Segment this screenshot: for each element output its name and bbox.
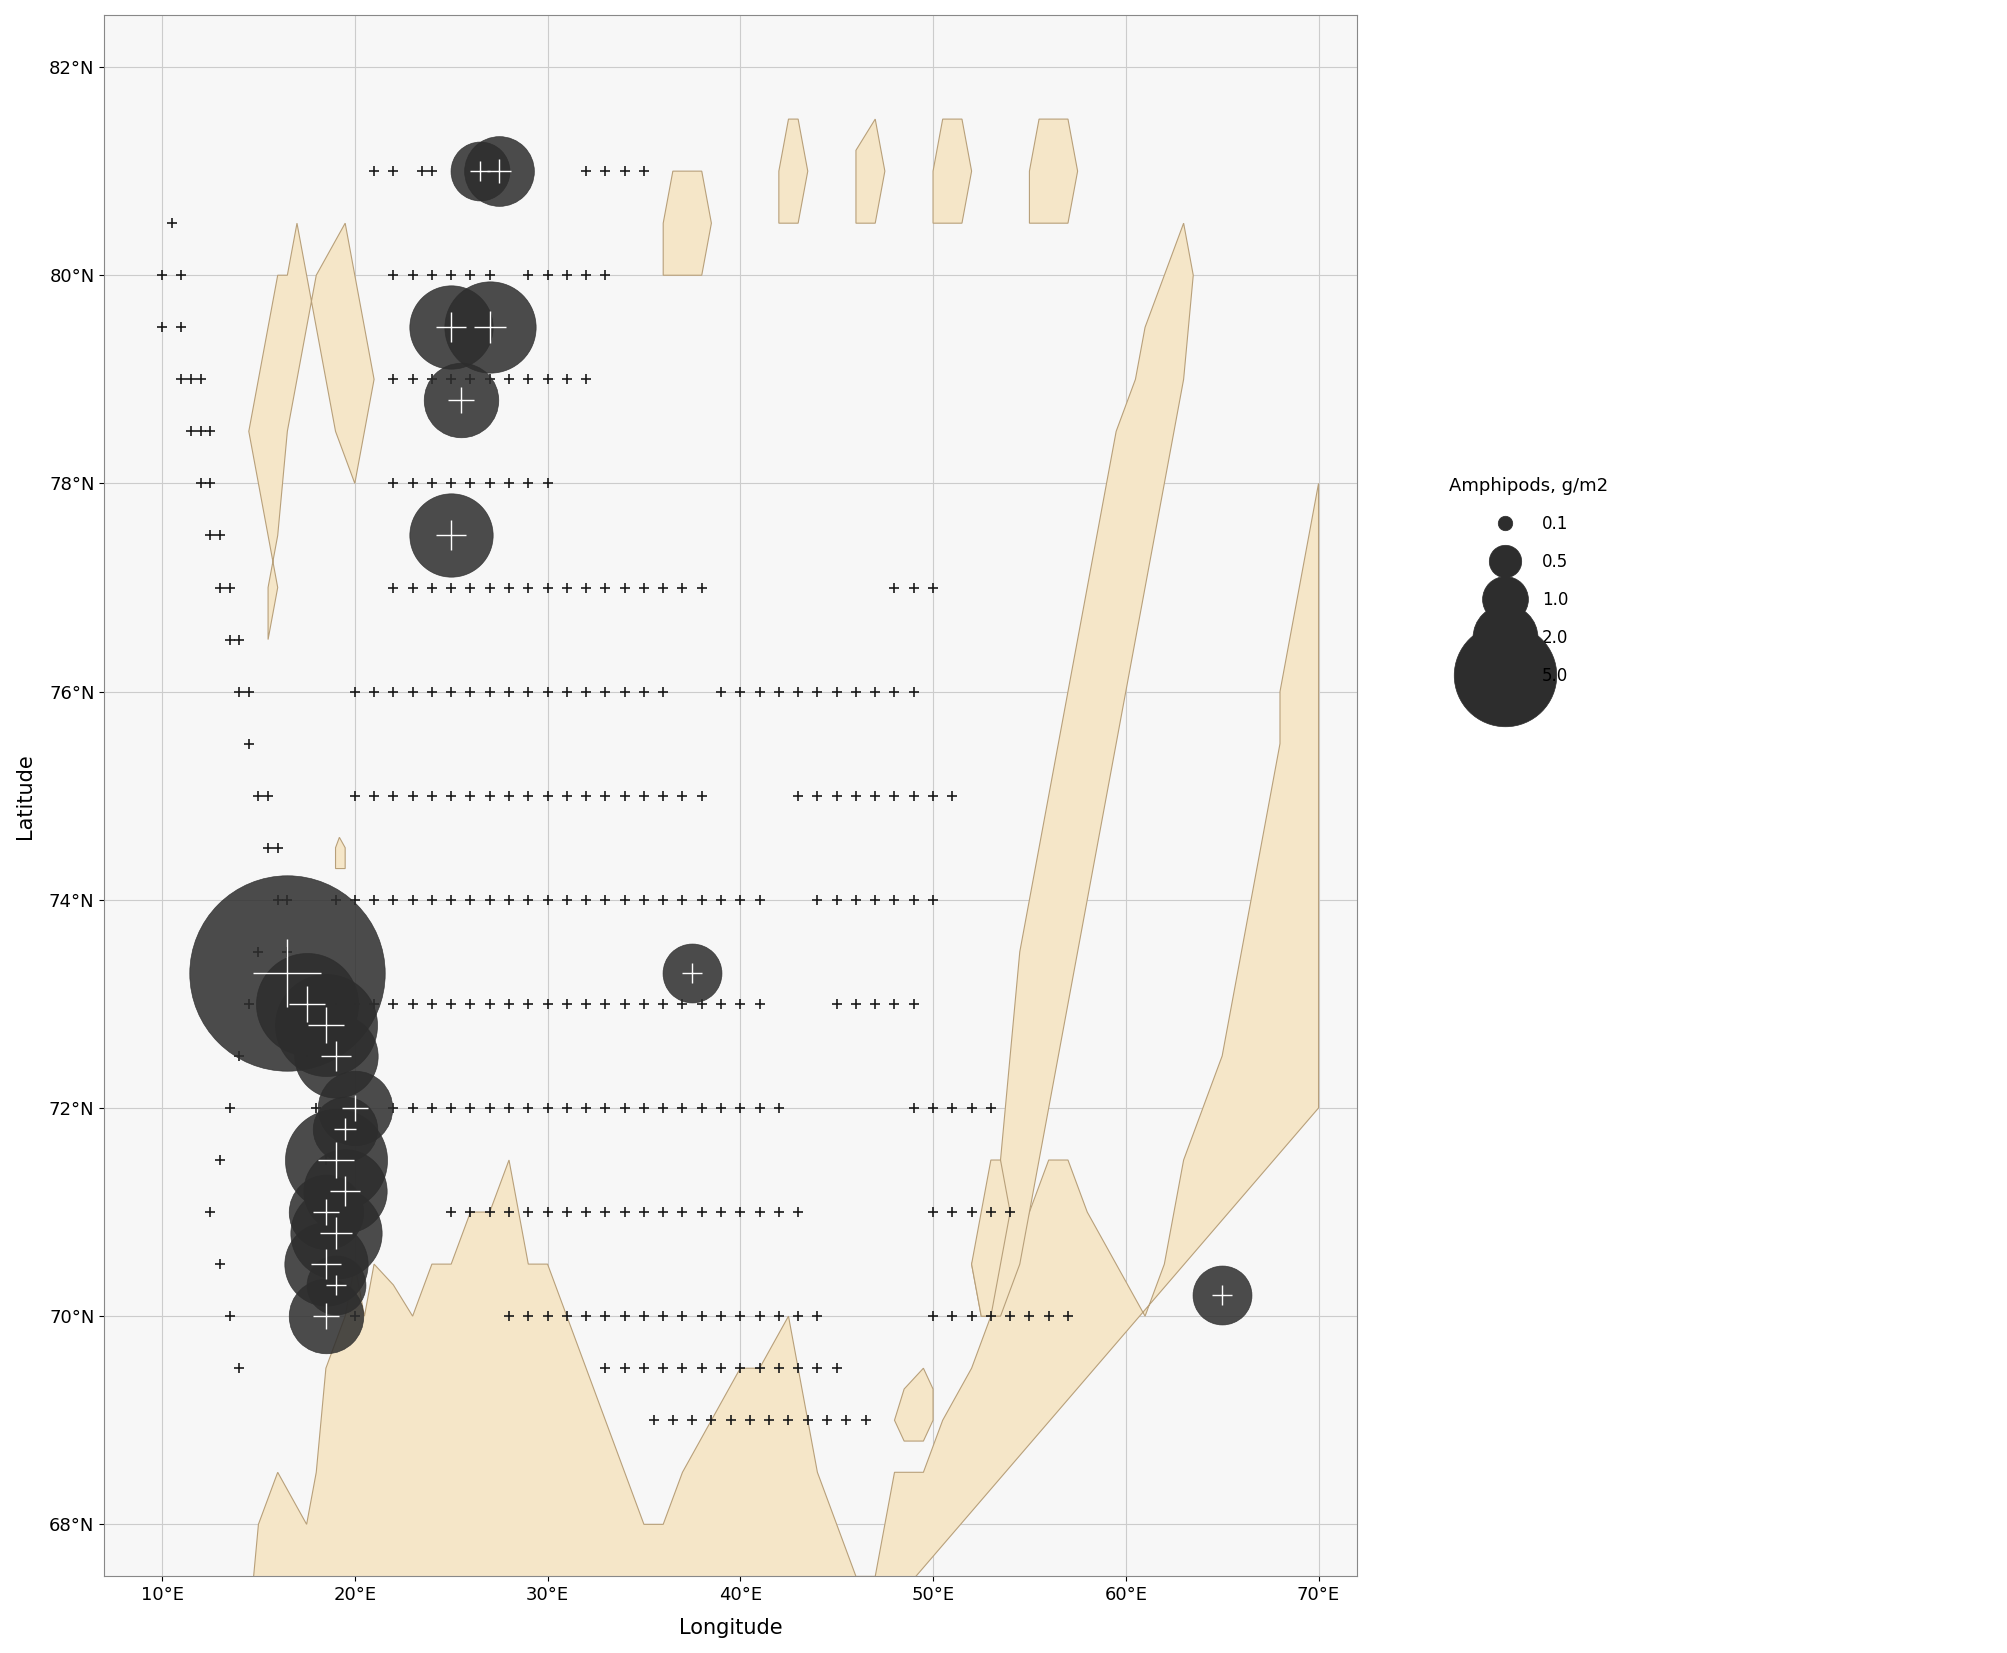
- Point: [309, 1303, 341, 1329]
- X-axis label: Longitude: Longitude: [678, 1618, 783, 1638]
- Point: [676, 959, 708, 985]
- Polygon shape: [933, 119, 971, 223]
- Polygon shape: [662, 172, 710, 276]
- Polygon shape: [971, 223, 1194, 1316]
- Polygon shape: [1030, 119, 1078, 223]
- Point: [329, 1116, 361, 1142]
- Point: [436, 314, 468, 341]
- Polygon shape: [855, 119, 885, 223]
- Polygon shape: [895, 1369, 933, 1441]
- Point: [484, 159, 516, 185]
- Point: [291, 990, 323, 1017]
- Point: [319, 1271, 351, 1298]
- Polygon shape: [335, 838, 345, 868]
- Y-axis label: Latitude: Latitude: [14, 752, 34, 838]
- Point: [309, 1251, 341, 1278]
- Legend: 0.1, 0.5, 1.0, 2.0, 5.0: 0.1, 0.5, 1.0, 2.0, 5.0: [1431, 461, 1624, 703]
- Polygon shape: [249, 223, 373, 640]
- Point: [271, 959, 303, 985]
- Point: [309, 1012, 341, 1038]
- Point: [1206, 1283, 1238, 1309]
- Point: [319, 1043, 351, 1069]
- Polygon shape: [779, 119, 807, 223]
- Point: [329, 1179, 361, 1205]
- Point: [446, 387, 478, 413]
- Polygon shape: [971, 1160, 1010, 1316]
- Polygon shape: [66, 483, 1319, 1653]
- Point: [436, 522, 468, 549]
- Point: [464, 159, 496, 185]
- Point: [474, 314, 506, 341]
- Point: [319, 1220, 351, 1246]
- Point: [339, 1094, 371, 1121]
- Point: [309, 1198, 341, 1225]
- Point: [319, 1147, 351, 1174]
